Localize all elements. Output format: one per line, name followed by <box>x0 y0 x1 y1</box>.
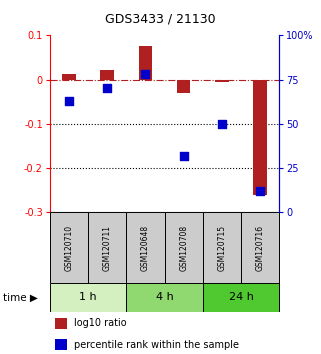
Bar <box>55 339 67 350</box>
Point <box>257 188 263 194</box>
Text: GSM120715: GSM120715 <box>217 225 226 271</box>
Bar <box>50 283 126 312</box>
Text: 24 h: 24 h <box>229 292 254 302</box>
Text: GSM120648: GSM120648 <box>141 225 150 271</box>
Bar <box>62 74 75 80</box>
Bar <box>177 80 190 93</box>
Bar <box>88 212 126 283</box>
Bar <box>55 318 67 329</box>
Bar <box>100 70 114 80</box>
Text: GSM120710: GSM120710 <box>65 225 74 271</box>
Text: GSM120711: GSM120711 <box>103 225 112 271</box>
Point <box>105 86 110 91</box>
Bar <box>203 212 241 283</box>
Text: percentile rank within the sample: percentile rank within the sample <box>74 339 239 350</box>
Point <box>219 121 224 127</box>
Point <box>181 153 186 159</box>
Text: GSM120716: GSM120716 <box>256 225 265 271</box>
Point <box>66 98 72 104</box>
Bar <box>164 212 203 283</box>
Point <box>143 72 148 77</box>
Bar <box>254 80 267 195</box>
Text: time ▶: time ▶ <box>3 292 38 302</box>
Bar <box>50 212 88 283</box>
Text: GSM120708: GSM120708 <box>179 225 188 271</box>
Bar <box>126 283 203 312</box>
Bar <box>215 80 229 82</box>
Bar <box>241 212 279 283</box>
Bar <box>126 212 164 283</box>
Text: GDS3433 / 21130: GDS3433 / 21130 <box>105 12 216 25</box>
Text: 1 h: 1 h <box>79 292 97 302</box>
Text: 4 h: 4 h <box>156 292 173 302</box>
Bar <box>139 46 152 80</box>
Bar <box>203 283 279 312</box>
Text: log10 ratio: log10 ratio <box>74 318 126 329</box>
